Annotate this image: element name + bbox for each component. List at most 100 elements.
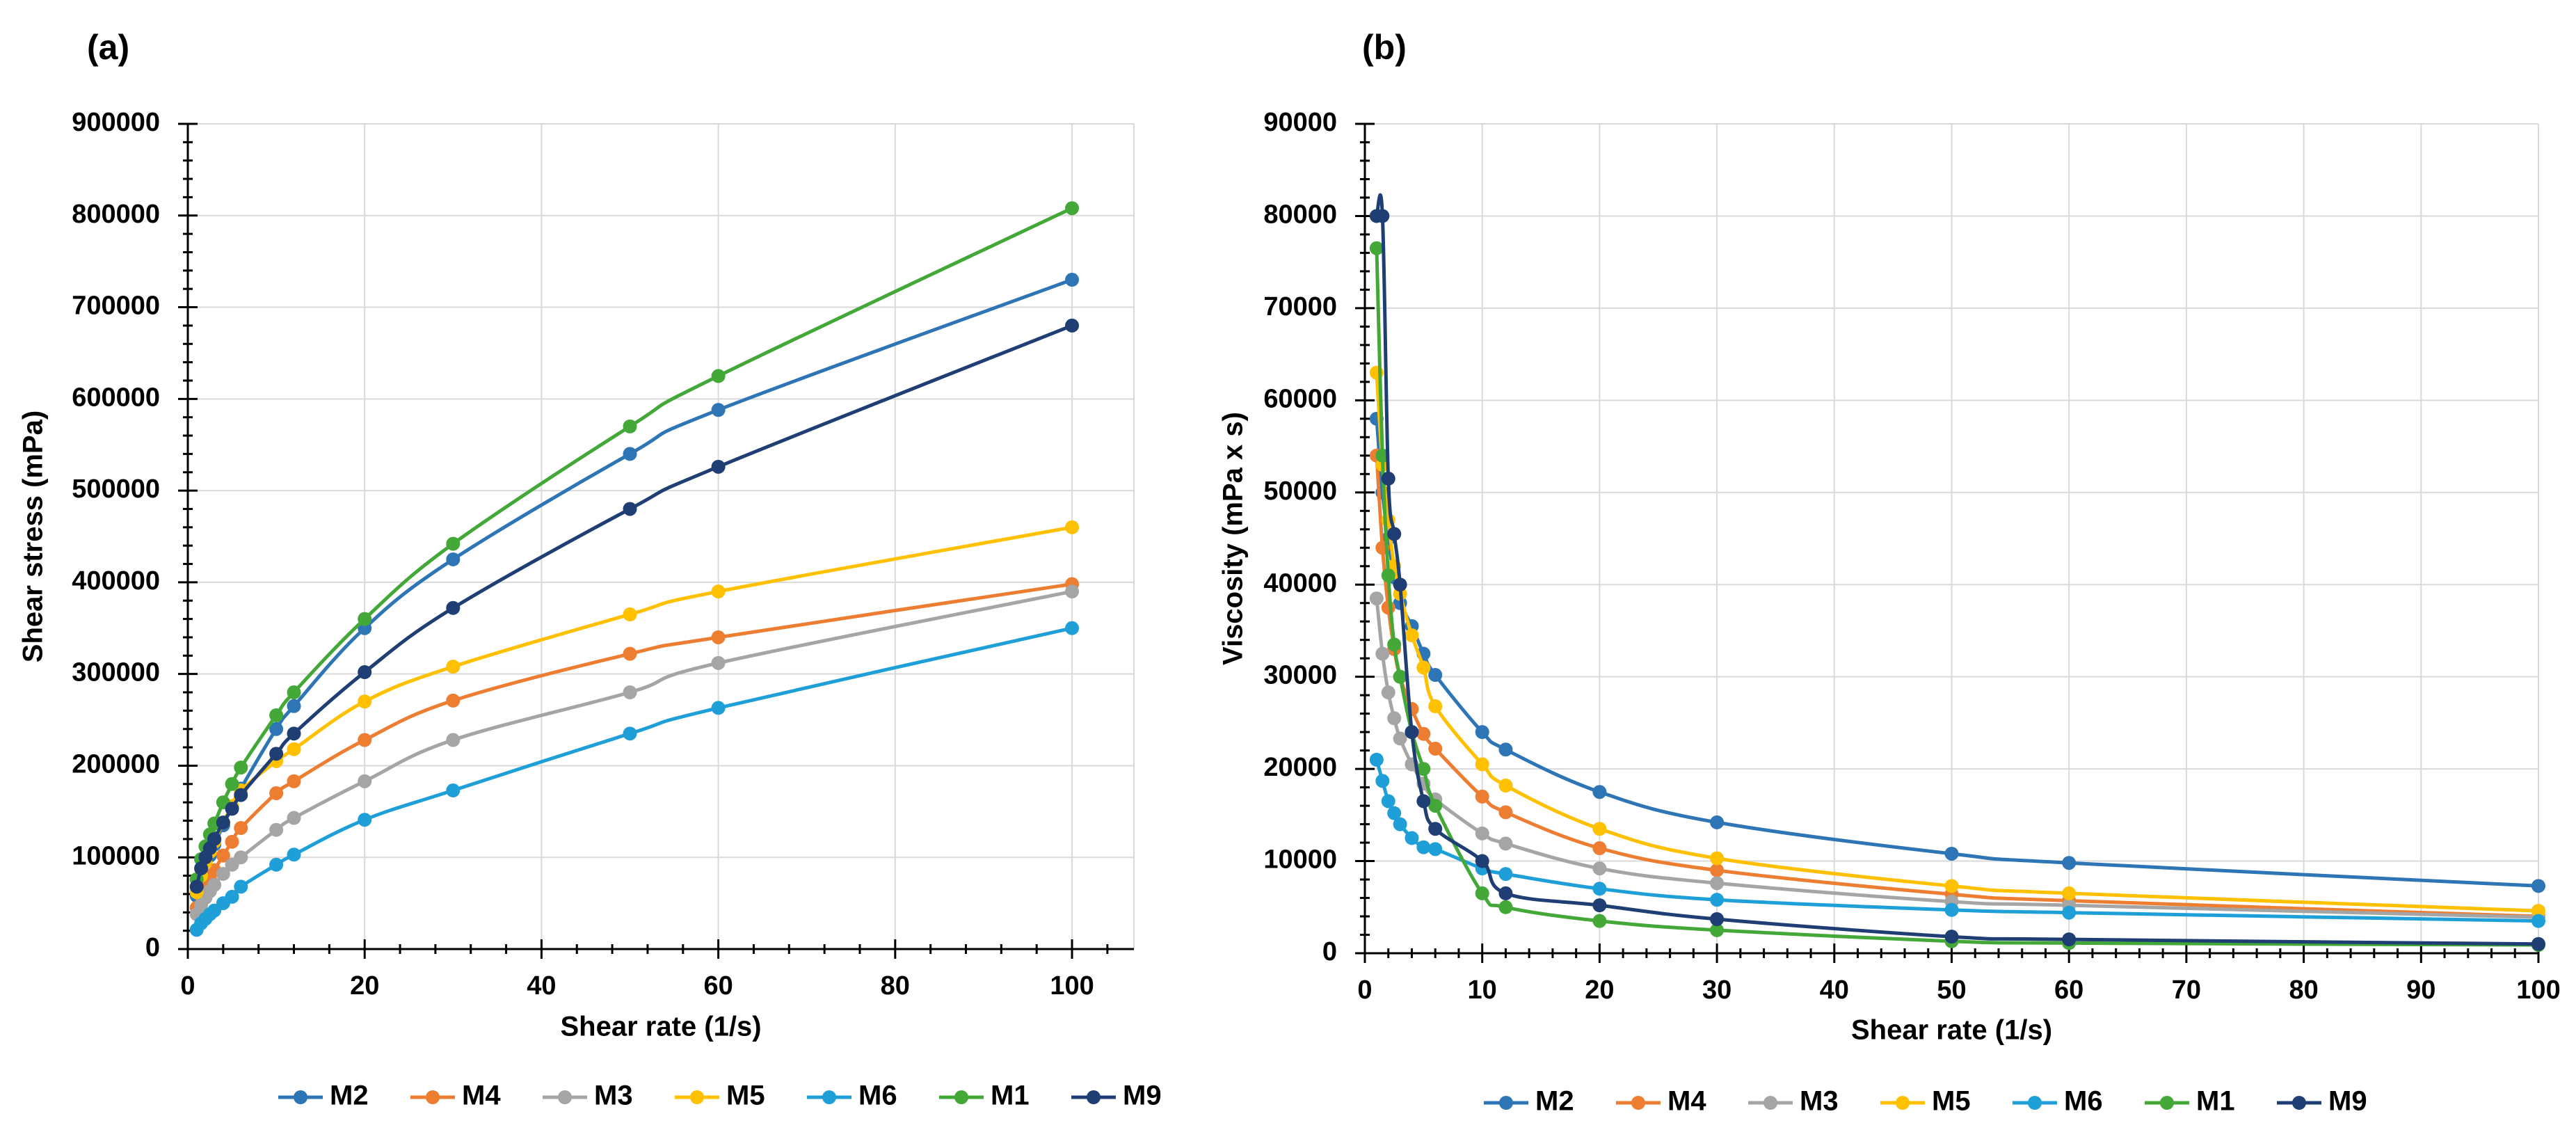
data-point — [1710, 851, 1725, 866]
legend-label: M1 — [2196, 1086, 2235, 1117]
legend-label: M6 — [858, 1081, 897, 1111]
legend-item-M5: M5 — [1880, 1086, 1971, 1117]
data-point — [1944, 879, 1959, 893]
legend-swatch-marker — [1087, 1090, 1101, 1104]
data-point — [1592, 882, 1607, 896]
data-point — [225, 802, 239, 816]
data-point — [1416, 762, 1431, 776]
series-M4 — [189, 577, 1080, 915]
data-point — [1710, 815, 1725, 829]
data-point — [1381, 600, 1395, 615]
data-point — [1416, 660, 1431, 675]
legend-item-M3: M3 — [1748, 1086, 1839, 1117]
data-point — [207, 831, 222, 846]
panel-label: (b) — [1362, 28, 1407, 67]
data-point — [1387, 711, 1402, 726]
legend-item-M5: M5 — [675, 1081, 765, 1111]
legend-label: M2 — [330, 1081, 369, 1111]
legend-item-M1: M1 — [2145, 1086, 2235, 1117]
data-point — [234, 879, 248, 894]
data-point — [623, 646, 637, 661]
data-point — [1944, 902, 1959, 917]
data-point — [269, 747, 284, 761]
data-point — [1592, 822, 1607, 836]
data-point — [1428, 822, 1443, 836]
data-point — [287, 685, 301, 700]
data-point — [446, 536, 461, 551]
data-point — [1375, 774, 1390, 788]
legend-item-M3: M3 — [543, 1081, 633, 1111]
data-point — [446, 783, 461, 798]
series-M1 — [189, 201, 1080, 886]
data-point — [446, 733, 461, 747]
data-point — [2531, 879, 2545, 893]
legend-item-M4: M4 — [410, 1081, 501, 1111]
data-point — [216, 866, 230, 881]
data-point — [1944, 930, 1959, 944]
series-line — [195, 206, 1073, 880]
series-M9 — [189, 318, 1080, 894]
data-point — [711, 403, 726, 417]
data-point — [1710, 893, 1725, 907]
series-M3 — [1369, 591, 2545, 925]
legend-swatch-marker — [558, 1090, 572, 1104]
legend-swatch-marker — [954, 1090, 968, 1104]
data-point — [207, 877, 222, 892]
data-point — [1710, 863, 1725, 877]
legend-label: M1 — [991, 1081, 1030, 1111]
data-point — [711, 369, 726, 383]
legend-item-M9: M9 — [1071, 1081, 1162, 1111]
data-point — [1498, 867, 1513, 882]
data-point — [1065, 318, 1080, 333]
x-tick-label: 30 — [1702, 975, 1731, 1005]
series-line — [195, 324, 1073, 888]
data-point — [1498, 886, 1513, 900]
data-point — [711, 584, 726, 599]
series-M9 — [1369, 193, 2545, 951]
y-tick-label: 40000 — [1263, 568, 1337, 598]
data-point — [1387, 637, 1402, 652]
y-tick-label: 10000 — [1263, 845, 1337, 875]
y-tick-label: 0 — [145, 933, 160, 962]
series-M3 — [189, 584, 1080, 921]
legend-label: M5 — [726, 1081, 765, 1111]
data-point — [446, 600, 461, 615]
legend-swatch-marker — [1631, 1096, 1645, 1110]
series-line — [1375, 418, 2539, 888]
data-point — [1475, 854, 1489, 868]
data-point — [2062, 905, 2077, 920]
data-point — [1428, 799, 1443, 813]
data-point — [711, 655, 726, 670]
data-point — [358, 813, 372, 827]
data-point — [287, 699, 301, 713]
data-point — [623, 607, 637, 622]
data-point — [194, 861, 209, 876]
legend: M2 M4 M3 M5 M6 M1 M9 — [278, 1081, 1162, 1111]
data-point — [189, 879, 204, 894]
x-tick-label: 60 — [2054, 975, 2083, 1005]
legend: M2 M4 M3 M5 M6 M1 M9 — [1484, 1086, 2367, 1117]
series-M1 — [1369, 241, 2545, 953]
data-point — [269, 708, 284, 722]
x-tick-label: 100 — [1050, 971, 1094, 1001]
data-point — [1475, 826, 1489, 841]
legend-swatch-marker — [1763, 1096, 1777, 1110]
data-point — [1416, 726, 1431, 741]
data-point — [1375, 646, 1390, 661]
series-M5 — [1369, 365, 2545, 918]
y-tick-label: 50000 — [1263, 477, 1337, 506]
x-tick-label: 60 — [703, 971, 733, 1001]
y-tick-label: 100000 — [72, 841, 160, 870]
chart-panel-a: (a) 0 100000 200000 300000 400000 500000 600000… — [18, 28, 1162, 1110]
data-point — [1065, 520, 1080, 534]
series-line — [195, 589, 1073, 916]
data-point — [269, 722, 284, 736]
series-M6 — [189, 621, 1080, 937]
series-M2 — [189, 273, 1080, 903]
y-tick-label: 300000 — [72, 658, 160, 687]
data-point — [2531, 904, 2545, 918]
y-tick-label: 900000 — [72, 108, 160, 137]
x-tick-label: 70 — [2172, 975, 2201, 1005]
data-point — [2062, 886, 2077, 900]
